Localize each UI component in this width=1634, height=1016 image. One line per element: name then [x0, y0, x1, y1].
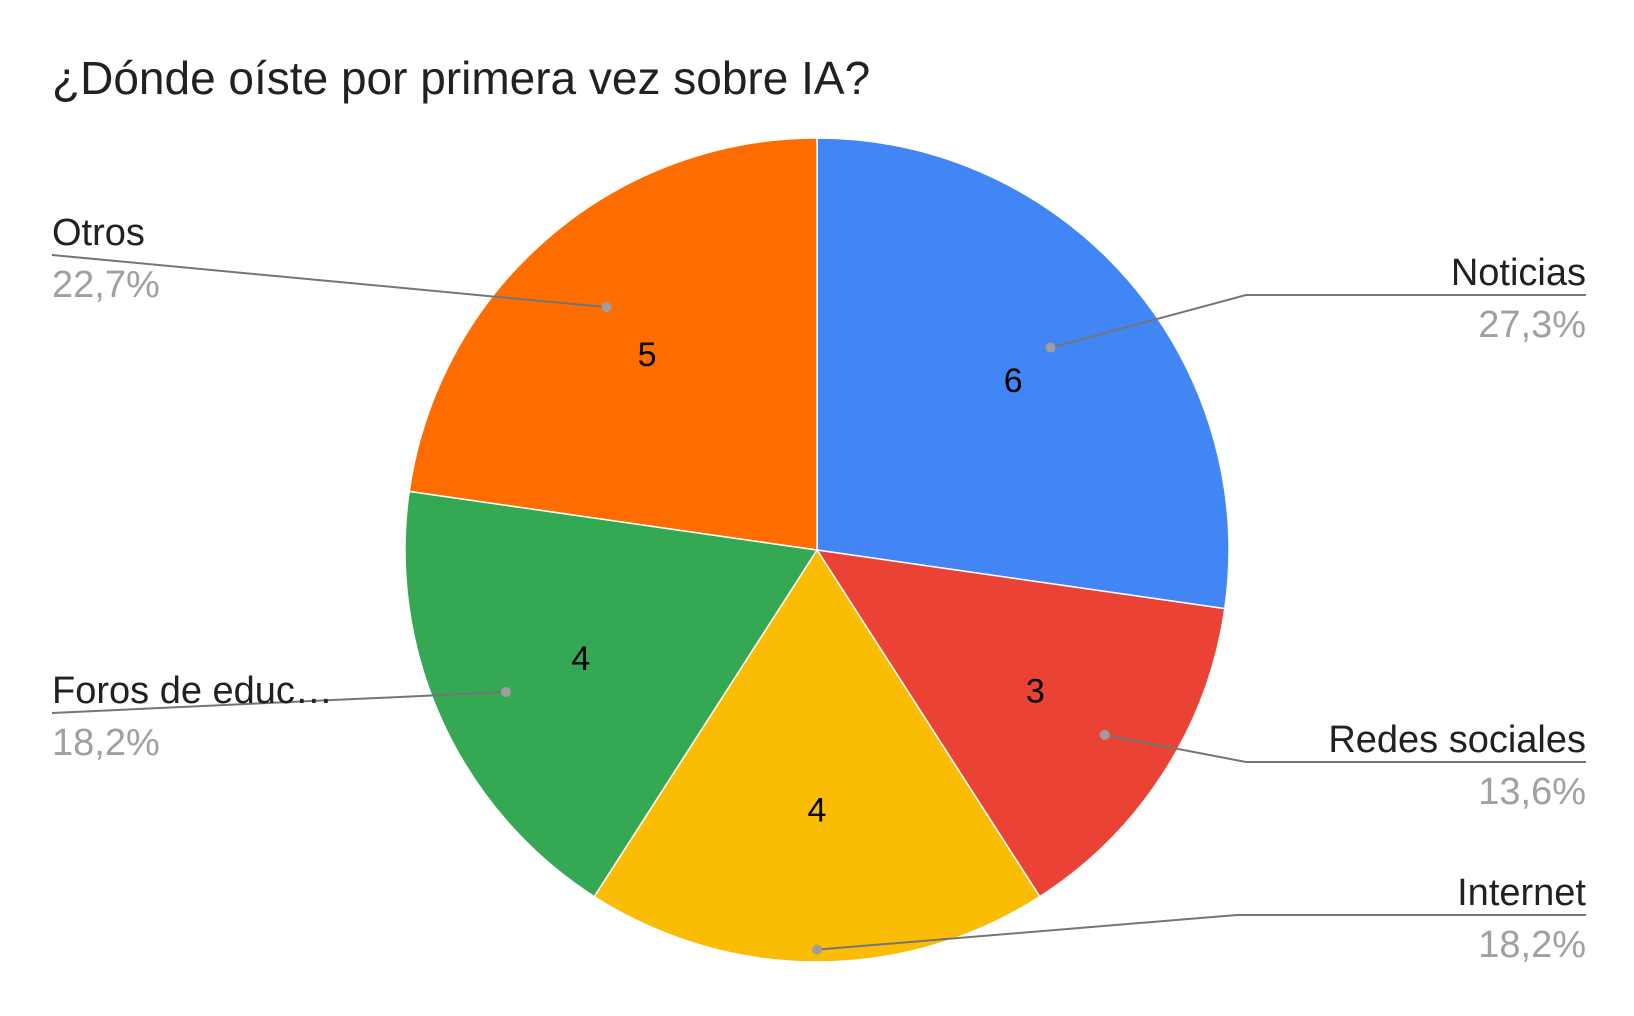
- slice-otros: [408, 137, 818, 551]
- category-label-otros: Otros: [52, 212, 145, 254]
- chart-title: ¿Dónde oíste por primera vez sobre IA?: [52, 52, 870, 104]
- percent-label-otros: 22,7%: [52, 264, 160, 306]
- leader-line-noticias: [1050, 294, 1586, 349]
- percent-label-internet: 18,2%: [1478, 924, 1586, 966]
- percent-label-redes-sociales: 13,6%: [1478, 771, 1586, 813]
- leader-dot-redes-sociales: [1099, 729, 1110, 740]
- value-label-internet: 4: [808, 792, 827, 830]
- leader-dot-foros-de-educ: [500, 687, 511, 698]
- category-label-redes-sociales: Redes sociales: [1328, 719, 1586, 761]
- value-label-foros-de-educ: 4: [571, 640, 590, 678]
- leader-lines: [51, 254, 1586, 955]
- category-label-foros-de-educ: Foros de educ…: [52, 670, 333, 712]
- leader-line-redes-sociales: [1104, 733, 1586, 763]
- value-labels: 6 3 4 4 5: [571, 336, 1044, 830]
- category-labels: Noticias 27,3% Redes sociales 13,6% Internet…: [52, 212, 1586, 966]
- leader-line-internet: [816, 914, 1586, 951]
- category-label-noticias: Noticias: [1451, 252, 1586, 294]
- slice-redes-sociales: [815, 549, 1226, 898]
- leader-dot-otros: [601, 302, 612, 313]
- value-label-otros: 5: [638, 336, 657, 374]
- percent-label-foros-de-educ: 18,2%: [52, 722, 160, 764]
- pie-slices: [404, 137, 1230, 963]
- leader-line-otros: [51, 254, 607, 309]
- slice-noticias: [816, 137, 1230, 610]
- leader-dot-noticias: [1045, 342, 1056, 353]
- percent-label-noticias: 27,3%: [1478, 304, 1586, 346]
- leader-dot-internet: [812, 944, 822, 955]
- slice-internet: [593, 548, 1041, 963]
- value-label-noticias: 6: [1004, 362, 1023, 400]
- slice-foros-de-educ: [404, 490, 819, 898]
- value-label-redes-sociales: 3: [1026, 672, 1045, 710]
- leader-line-foros-de-educ: [51, 691, 506, 714]
- category-label-internet: Internet: [1457, 872, 1586, 914]
